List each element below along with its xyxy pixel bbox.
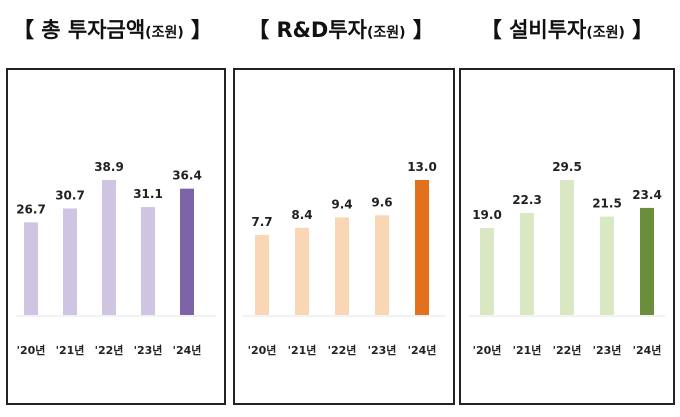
bracket-open: 【: [248, 18, 270, 42]
chart-panel-facility: 19.0 '20년 22.3 '21년 29.5 '22년 21.5 '23년 23.4 '24년: [459, 68, 675, 405]
title-main: 설비투자: [509, 18, 587, 42]
data-label: 9.4: [331, 197, 352, 211]
chart-title-facility: 【 설비투자(조원) 】: [462, 14, 672, 48]
data-label: 9.6: [371, 195, 392, 209]
x-tick-label: '20년: [473, 343, 502, 357]
x-tick-label: '24년: [173, 343, 202, 357]
x-tick-label: '22년: [553, 343, 582, 357]
data-label: 7.7: [251, 215, 272, 229]
bracket-close: 】: [632, 18, 654, 42]
data-label: 29.5: [552, 160, 582, 174]
bar: [480, 228, 494, 315]
chart-panel-total: 26.7 '20년 30.7 '21년 38.9 '22년 31.1 '23년 36.4 '24년: [6, 68, 226, 405]
x-tick-label: '23년: [134, 343, 163, 357]
data-label: 30.7: [55, 188, 85, 202]
chart-panel-rnd: 7.7 '20년 8.4 '21년 9.4 '22년 9.6 '23년 13.0 '24년: [233, 68, 455, 405]
data-label: 26.7: [16, 202, 46, 216]
title-unit: (조원): [586, 25, 625, 41]
chart-total-svg: 26.7 '20년 30.7 '21년 38.9 '22년 31.1 '23년 36.4 '24년: [16, 160, 216, 357]
chart-title-rnd: 【 R&D투자(조원) 】: [236, 14, 446, 48]
bar: [520, 212, 534, 315]
bracket-open: 【: [12, 18, 34, 42]
chart-facility-svg: 19.0 '20년 22.3 '21년 29.5 '22년 21.5 '23년 23.4 '24년: [469, 160, 665, 357]
x-tick-label: '22년: [95, 343, 124, 357]
bracket-close: 】: [412, 18, 434, 42]
x-tick-label: '21년: [56, 343, 85, 357]
x-tick-label: '21년: [513, 343, 542, 357]
bar: [600, 216, 614, 315]
bar: [640, 207, 654, 315]
bar: [295, 227, 309, 315]
x-tick-label: '24년: [633, 343, 662, 357]
bracket-open: 【: [480, 18, 502, 42]
bar: [415, 180, 429, 315]
data-label: 38.9: [94, 160, 124, 174]
bar: [63, 208, 77, 315]
bar: [560, 180, 574, 315]
x-tick-label: '20년: [248, 343, 277, 357]
x-tick-label: '23년: [368, 343, 397, 357]
x-tick-label: '23년: [593, 343, 622, 357]
data-label: 21.5: [592, 197, 622, 211]
data-label: 23.4: [632, 188, 662, 202]
data-label: 31.1: [133, 187, 163, 201]
chart-rnd-svg: 7.7 '20년 8.4 '21년 9.4 '22년 9.6 '23년 13.0 '24년: [243, 160, 445, 357]
x-tick-label: '20년: [17, 343, 46, 357]
title-unit: (조원): [367, 25, 406, 41]
x-tick-label: '24년: [408, 343, 437, 357]
data-label: 22.3: [512, 193, 542, 207]
bar: [102, 180, 116, 315]
bar: [255, 235, 269, 315]
bar: [24, 222, 38, 315]
chart-title-total: 【 총 투자금액(조원) 】: [10, 14, 215, 48]
title-unit: (조원): [145, 25, 184, 41]
data-label: 19.0: [472, 208, 502, 222]
bar: [375, 215, 389, 315]
bar: [180, 188, 194, 315]
data-label: 8.4: [291, 208, 312, 222]
bar: [141, 207, 155, 315]
x-tick-label: '21년: [288, 343, 317, 357]
bracket-close: 】: [191, 18, 213, 42]
data-label: 36.4: [172, 169, 202, 183]
data-label: 13.0: [407, 160, 437, 174]
x-tick-label: '22년: [328, 343, 357, 357]
title-main: R&D투자: [276, 18, 367, 42]
bar: [335, 217, 349, 315]
title-main: 총 투자금액: [41, 18, 146, 42]
